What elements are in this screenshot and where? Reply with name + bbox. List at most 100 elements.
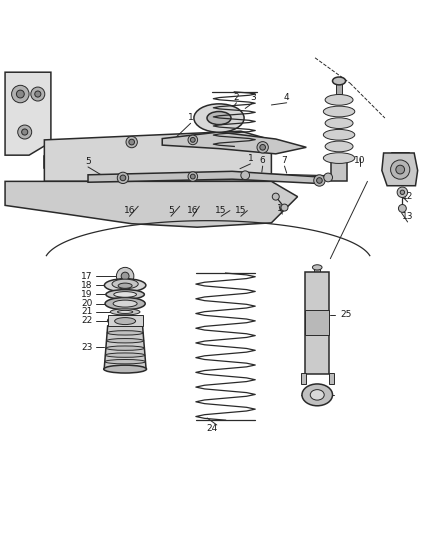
Text: 23: 23	[81, 343, 92, 352]
Ellipse shape	[110, 309, 140, 315]
Text: 20: 20	[81, 299, 92, 308]
Circle shape	[397, 187, 408, 198]
Bar	[314, 268, 320, 304]
Ellipse shape	[107, 330, 143, 335]
Circle shape	[257, 142, 268, 153]
Text: 21: 21	[81, 308, 92, 317]
Text: 15: 15	[235, 206, 247, 215]
Circle shape	[21, 129, 28, 135]
Text: 13: 13	[402, 212, 413, 221]
Text: 15: 15	[215, 206, 227, 215]
Text: 9: 9	[332, 156, 338, 165]
Ellipse shape	[105, 359, 145, 364]
Circle shape	[117, 268, 134, 285]
Circle shape	[324, 173, 332, 182]
Polygon shape	[382, 153, 418, 185]
Ellipse shape	[106, 346, 145, 350]
Polygon shape	[162, 132, 306, 154]
Circle shape	[18, 125, 32, 139]
Text: 19: 19	[81, 290, 92, 299]
Circle shape	[12, 85, 29, 103]
Ellipse shape	[325, 118, 353, 128]
Ellipse shape	[117, 310, 133, 313]
Text: 2: 2	[233, 93, 239, 102]
Ellipse shape	[104, 365, 147, 373]
Text: 4: 4	[284, 93, 290, 102]
Bar	[336, 83, 342, 94]
Text: 16: 16	[124, 206, 135, 215]
Circle shape	[400, 190, 405, 195]
Text: 6: 6	[260, 156, 265, 165]
Text: 12: 12	[402, 192, 413, 201]
Bar	[44, 156, 210, 168]
Circle shape	[31, 87, 45, 101]
Ellipse shape	[106, 338, 144, 343]
Circle shape	[188, 135, 198, 144]
Text: 1: 1	[188, 113, 194, 122]
Circle shape	[188, 172, 198, 181]
Ellipse shape	[194, 104, 244, 132]
Polygon shape	[88, 171, 319, 183]
Ellipse shape	[312, 265, 322, 270]
Ellipse shape	[108, 316, 143, 326]
Text: 18: 18	[81, 281, 92, 290]
Ellipse shape	[105, 297, 145, 310]
Bar	[108, 316, 143, 326]
Bar	[300, 374, 306, 384]
Text: 5: 5	[168, 206, 174, 215]
Circle shape	[191, 174, 195, 179]
Ellipse shape	[207, 111, 231, 125]
Circle shape	[399, 205, 406, 212]
Circle shape	[16, 90, 24, 98]
Ellipse shape	[325, 94, 353, 105]
Text: 1: 1	[247, 154, 253, 163]
Text: 7: 7	[282, 156, 287, 165]
Circle shape	[121, 272, 129, 280]
Ellipse shape	[114, 292, 137, 297]
Ellipse shape	[325, 141, 353, 152]
Circle shape	[126, 136, 138, 148]
Polygon shape	[44, 131, 272, 181]
Text: 22: 22	[81, 316, 92, 325]
Ellipse shape	[323, 153, 355, 164]
Circle shape	[129, 139, 134, 145]
Ellipse shape	[323, 130, 355, 140]
Text: 10: 10	[354, 156, 365, 165]
Bar	[328, 374, 334, 384]
Circle shape	[272, 193, 279, 200]
Ellipse shape	[105, 353, 145, 357]
Text: 5: 5	[85, 157, 91, 166]
Circle shape	[391, 160, 410, 179]
Ellipse shape	[118, 283, 132, 288]
Circle shape	[281, 204, 288, 211]
Polygon shape	[104, 326, 146, 369]
Bar	[305, 272, 329, 374]
Text: 25: 25	[340, 310, 352, 319]
Ellipse shape	[323, 106, 355, 117]
Ellipse shape	[302, 384, 332, 406]
Text: 11: 11	[402, 156, 413, 165]
Circle shape	[35, 91, 41, 97]
Circle shape	[120, 175, 126, 181]
Circle shape	[396, 165, 405, 174]
Text: 24: 24	[206, 424, 217, 433]
Circle shape	[317, 177, 322, 183]
Bar	[331, 161, 347, 181]
Ellipse shape	[112, 279, 138, 289]
Text: 3: 3	[250, 93, 256, 102]
Text: 17: 17	[81, 272, 92, 280]
Text: 16: 16	[187, 206, 198, 215]
Ellipse shape	[104, 279, 146, 292]
Text: 14: 14	[277, 204, 288, 213]
Ellipse shape	[115, 318, 136, 325]
Circle shape	[260, 144, 265, 150]
Ellipse shape	[113, 300, 137, 307]
Ellipse shape	[310, 390, 324, 400]
Ellipse shape	[106, 289, 145, 299]
Polygon shape	[5, 181, 297, 227]
Polygon shape	[5, 72, 51, 155]
Circle shape	[241, 171, 250, 180]
Circle shape	[314, 175, 325, 186]
Circle shape	[191, 138, 195, 142]
Ellipse shape	[332, 77, 346, 85]
